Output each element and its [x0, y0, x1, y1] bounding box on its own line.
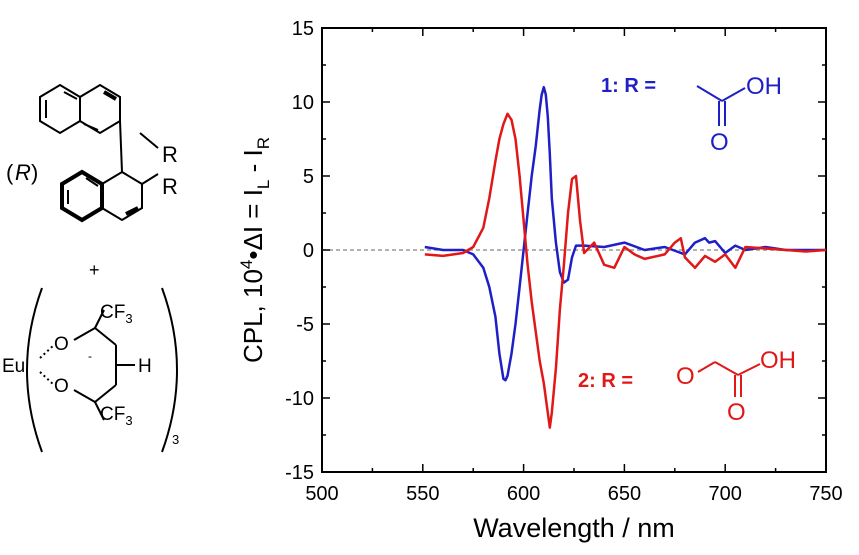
config-close: ): [31, 160, 38, 185]
y-tick-label: 0: [303, 240, 314, 262]
o-label-2b: O: [727, 399, 746, 426]
x-tick-label: 600: [507, 483, 540, 505]
o-label-1: O: [710, 129, 729, 156]
x-tick-label: 750: [809, 483, 842, 505]
oh-label-2: OH: [760, 347, 796, 374]
lower-right-ring: [101, 170, 143, 222]
y-tick-label: -15: [285, 462, 314, 484]
config-open: (: [6, 160, 14, 185]
glycolic-structure: [697, 361, 761, 397]
charge-label: -: [88, 349, 92, 363]
x-tick-label: 500: [305, 483, 338, 505]
x-tick-label: 650: [608, 483, 641, 505]
h-label: H: [138, 356, 152, 377]
eu-complex-structure: [26, 287, 178, 453]
upper-right-ring: [79, 83, 121, 135]
y-tick-label: -10: [285, 388, 314, 410]
o-label-lower: O: [54, 376, 69, 397]
eu-label: Eu: [2, 356, 25, 377]
annotation-series-1: 1: R =: [601, 75, 656, 97]
r-label-upper: R: [162, 142, 178, 167]
o-label-2: O: [676, 363, 695, 390]
y-tick-label: 5: [303, 166, 314, 188]
cf3-upper: CF3: [100, 302, 133, 326]
config-letter: R: [15, 160, 31, 185]
complex-count-subscript: 3: [172, 432, 179, 447]
y-tick-label: 15: [292, 18, 314, 40]
y-tick-label: 10: [292, 92, 314, 114]
y-tick-label: -5: [296, 314, 314, 336]
series-line-2: [424, 112, 827, 429]
annotation-series-2: 2: R =: [578, 370, 633, 392]
plus-sign: +: [89, 260, 100, 280]
right-paren: [161, 287, 178, 453]
x-axis-title: Wavelength / nm: [473, 513, 675, 543]
x-tick-label: 700: [709, 483, 742, 505]
series-line-1: [424, 85, 826, 382]
acetic-acid-structure: [696, 85, 746, 126]
oh-label-1: OH: [746, 73, 782, 100]
r-label-lower: R: [162, 174, 178, 199]
y-axis-title: CPL, 104•ΔI = IL - IR: [237, 137, 273, 363]
left-paren: [26, 287, 43, 453]
lower-left-ring: [60, 169, 104, 223]
plot-area: 500 550 600 650 700 750 -15 -10 -5 0 5 10 15 Waveleng…: [237, 18, 843, 543]
o-label-upper: O: [54, 334, 69, 355]
x-tick-label: 550: [406, 483, 439, 505]
cf3-lower: CF3: [100, 404, 133, 428]
binaphthyl-structure: [39, 83, 159, 223]
